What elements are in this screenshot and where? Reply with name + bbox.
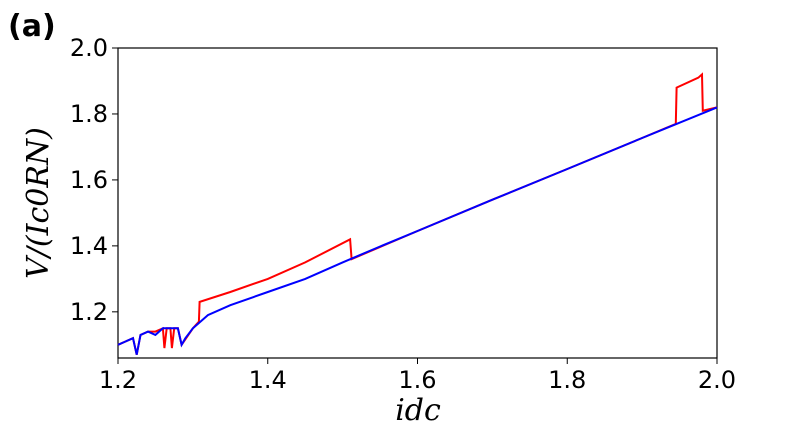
series-line [117,106,718,355]
y-axis-label: V/(Ic0RN) [21,127,56,279]
y-tick-label: 1.8 [70,100,108,128]
y-tick-label: 1.4 [70,232,108,260]
x-tick-label: 2.0 [698,366,736,394]
plot-frame [117,47,718,359]
x-tick-label: 1.2 [99,366,137,394]
y-tick-label: 1.2 [70,298,108,326]
y-tick-label: 1.6 [70,166,108,194]
x-axis-label: idc [395,393,441,428]
panel-label: (a) [8,9,56,44]
x-tick-label: 1.8 [548,366,586,394]
x-tick-label: 1.4 [249,366,287,394]
series-line [117,72,718,355]
y-tick-label: 2.0 [70,34,108,62]
x-tick-label: 1.6 [398,366,436,394]
